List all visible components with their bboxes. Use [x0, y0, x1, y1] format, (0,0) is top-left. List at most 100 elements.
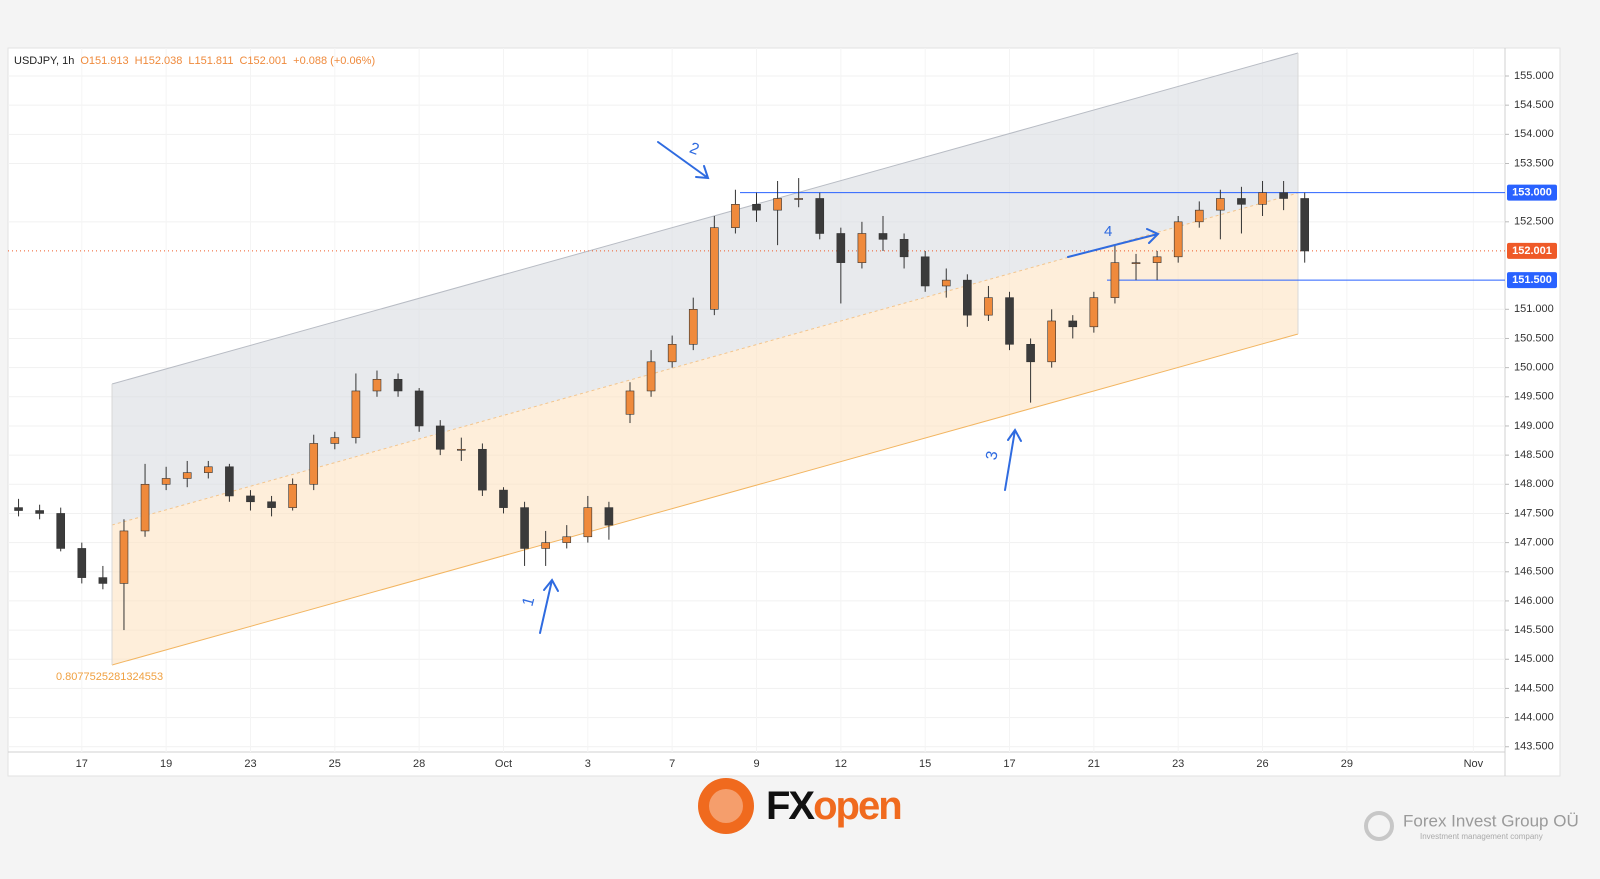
channel-lower-fill — [112, 193, 1298, 665]
candle-body — [794, 198, 803, 200]
x-tick-label: 21 — [1088, 758, 1100, 770]
candle-body — [414, 390, 424, 427]
candle-body — [435, 425, 445, 450]
y-tick-label: 149.000 — [1514, 420, 1554, 432]
candle-body — [1152, 256, 1162, 263]
y-tick-label: 144.500 — [1514, 682, 1554, 694]
y-tick-label: 149.500 — [1514, 391, 1554, 403]
x-tick-label: 25 — [329, 758, 341, 770]
candles — [14, 178, 1309, 631]
brand-prefix: FX — [766, 784, 815, 828]
y-tick-label: 150.500 — [1514, 332, 1554, 344]
arrow-3 — [1004, 428, 1022, 491]
arrow-2 — [657, 141, 710, 180]
candle-body — [562, 536, 572, 543]
header-item: USDJPY, 1h — [14, 55, 74, 67]
candle-body — [1110, 262, 1120, 298]
candle-body — [920, 256, 930, 287]
partner-name: Forex Invest Group OÜ — [1403, 811, 1579, 830]
brand-logo-inner — [709, 789, 743, 823]
annotations — [539, 141, 1160, 634]
y-tick-label: 154.500 — [1514, 99, 1554, 111]
candle-body — [267, 501, 276, 508]
candle-body — [688, 309, 698, 345]
channel-label: 0.8077525281324553 — [56, 671, 163, 683]
x-tick-label: 3 — [585, 758, 591, 770]
candle-body — [1258, 192, 1267, 205]
candle-body — [963, 279, 972, 316]
x-tick-label: 23 — [1172, 758, 1184, 770]
candle-body — [646, 361, 656, 392]
candle-body — [77, 548, 87, 578]
annotation-label: 1 — [520, 595, 539, 608]
candle-body — [140, 483, 150, 532]
y-tick-label: 153.500 — [1514, 157, 1554, 169]
y-tick-label: 151.000 — [1514, 303, 1554, 315]
annotation-label: 3 — [983, 450, 1001, 462]
candle-body — [35, 510, 44, 514]
x-tick-label: 23 — [244, 758, 256, 770]
y-tick-label: 145.000 — [1514, 653, 1554, 665]
x-tick-label: 15 — [919, 758, 931, 770]
candle-body — [1237, 198, 1246, 205]
y-tick-label: 145.500 — [1514, 624, 1554, 636]
symbol-header: USDJPY, 1h O151.913 H152.038 L151.811 C152.0… — [14, 55, 375, 67]
x-tick-label: 7 — [669, 758, 675, 770]
y-tick-label: 150.000 — [1514, 362, 1554, 374]
candle-body — [457, 448, 466, 451]
price-lines — [8, 192, 1505, 281]
candle-body — [14, 507, 23, 511]
price-line-label: 153.000 — [1512, 187, 1552, 199]
y-tick-label: 146.000 — [1514, 595, 1554, 607]
x-tick-label: 12 — [835, 758, 847, 770]
header-item: +0.088 (+0.06%) — [293, 55, 375, 67]
x-tick-label: 29 — [1341, 758, 1353, 770]
price-line-box — [1507, 272, 1557, 289]
x-tick-label: Oct — [495, 758, 512, 770]
candle-body — [541, 542, 550, 549]
y-tick-label: 148.000 — [1514, 478, 1554, 490]
candle-body — [857, 233, 867, 263]
price-axis: 143.500 144.000 144.500 145.000 145.500 146.0… — [1505, 70, 1557, 753]
arrow-1 — [539, 578, 559, 634]
candle-body — [330, 437, 340, 444]
x-tick-label: Nov — [1464, 758, 1484, 770]
header-item: C152.001 — [239, 55, 287, 67]
time-axis: 17 19 23 25 28 Oct 3 7 9 12 15 17 21 23 26 29 Nov — [76, 758, 1484, 770]
candle-body — [393, 378, 403, 392]
candle-body — [815, 198, 825, 234]
candle-body — [288, 483, 297, 508]
candle-body — [1300, 198, 1309, 252]
brand: FXopen — [766, 784, 901, 828]
candle-body — [1089, 297, 1099, 328]
header-item: H152.038 — [135, 55, 183, 67]
y-tick-label: 152.500 — [1514, 216, 1554, 228]
candle-body — [1216, 198, 1225, 211]
candle-body — [520, 507, 529, 549]
candle-body — [309, 443, 319, 485]
y-tick-label: 146.500 — [1514, 566, 1554, 578]
candle-body — [710, 227, 719, 310]
channel-top — [111, 52, 1299, 385]
brand-logo — [698, 778, 754, 834]
x-tick-label: 17 — [1003, 758, 1015, 770]
channel-bottom — [111, 333, 1299, 666]
x-tick-label: 17 — [76, 758, 88, 770]
candle-body — [98, 577, 108, 584]
y-tick-label: 148.500 — [1514, 449, 1554, 461]
y-tick-label: 147.000 — [1514, 537, 1554, 549]
candle-body — [1194, 209, 1204, 223]
y-tick-label: 144.000 — [1514, 711, 1554, 723]
candle-body — [161, 478, 171, 485]
price-line-label: 151.500 — [1512, 274, 1552, 286]
price-line-box — [1507, 184, 1557, 201]
x-tick-label: 28 — [413, 758, 425, 770]
candle-body — [182, 472, 192, 479]
candle-body — [351, 390, 361, 438]
candle-body — [667, 343, 677, 363]
arrow-4 — [1067, 228, 1160, 258]
x-tick-label: 26 — [1256, 758, 1268, 770]
candle-body — [731, 204, 740, 228]
candle-body — [752, 204, 761, 211]
